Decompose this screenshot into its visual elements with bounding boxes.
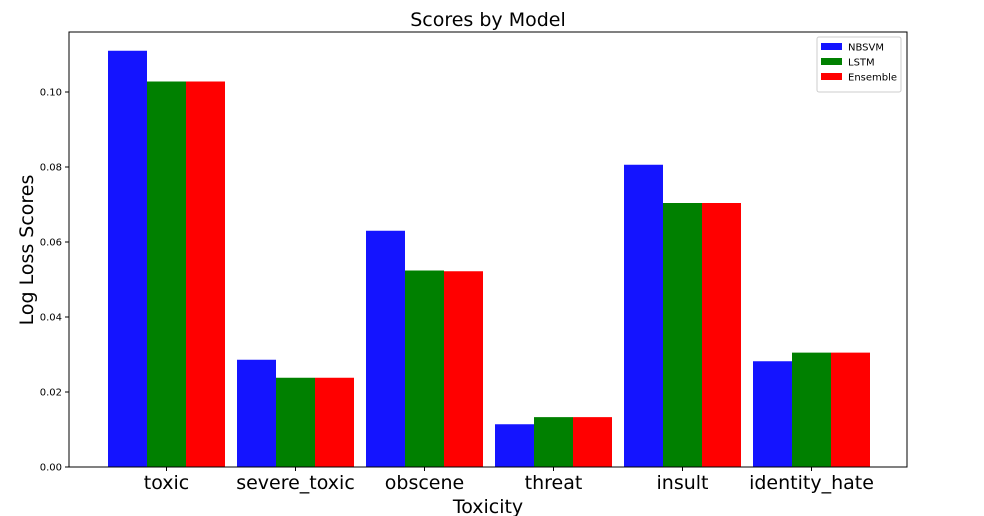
bar-ensemble-severe-toxic — [315, 377, 354, 467]
bar-nbsvm-identity-hate — [753, 361, 792, 467]
bar-lstm-obscene — [405, 270, 444, 467]
bar-lstm-severe-toxic — [276, 377, 315, 467]
bar-nbsvm-insult — [624, 164, 663, 467]
chart-title: Scores by Model — [410, 9, 566, 31]
bar-ensemble-threat — [573, 417, 612, 467]
bar-ensemble-obscene — [444, 271, 483, 467]
bar-lstm-identity-hate — [792, 352, 831, 467]
y-tick-label: 0.06 — [40, 238, 62, 249]
legend-label-nbsvm: NBSVM — [848, 43, 884, 54]
bar-nbsvm-severe-toxic — [237, 359, 276, 467]
bars-group — [108, 50, 870, 467]
plot-frame — [68, 31, 908, 468]
bar-lstm-insult — [663, 203, 702, 467]
bar-ensemble-identity-hate — [831, 352, 870, 467]
bar-ensemble-toxic — [186, 81, 225, 467]
y-tick-label: 0.08 — [40, 163, 62, 174]
y-tick-label: 0.04 — [40, 313, 62, 324]
y-tick-label: 0.00 — [40, 463, 62, 474]
x-tick-label: toxic — [144, 472, 189, 494]
x-tick-label: severe_toxic — [236, 472, 355, 494]
x-tick-label: obscene — [385, 472, 464, 494]
legend-swatch-nbsvm — [821, 43, 842, 50]
legend-swatch-lstm — [821, 58, 842, 65]
x-tick-label: insult — [657, 472, 709, 494]
legend-swatch-ensemble — [821, 73, 842, 80]
legend-label-ensemble: Ensemble — [848, 73, 897, 84]
x-tick-label: identity_hate — [749, 472, 874, 494]
y-tick-label: 0.02 — [40, 388, 62, 399]
bar-lstm-threat — [534, 417, 573, 467]
y-ticks-group: 0.00 0.02 0.04 0.06 0.08 0.10 — [40, 88, 69, 474]
x-ticks-group: toxic severe_toxic obscene threat insult iden… — [144, 467, 874, 494]
legend: NBSVM LSTM Ensemble — [816, 36, 902, 93]
legend-label-lstm: LSTM — [848, 58, 875, 69]
x-tick-label: threat — [525, 472, 583, 494]
bar-nbsvm-toxic — [108, 50, 147, 467]
bar-ensemble-insult — [702, 203, 741, 467]
y-axis-label: Log Loss Scores — [16, 175, 38, 326]
y-tick-label: 0.10 — [40, 88, 62, 99]
bar-lstm-toxic — [147, 81, 186, 467]
bar-nbsvm-threat — [495, 424, 534, 467]
x-axis-label: Toxicity — [452, 496, 523, 516]
bar-nbsvm-obscene — [366, 230, 405, 467]
